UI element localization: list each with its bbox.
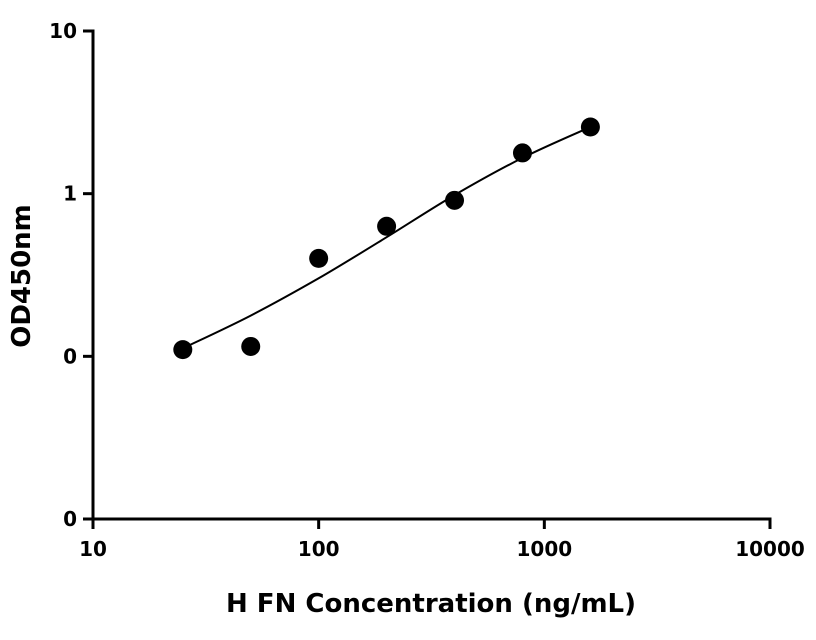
data-point [445, 190, 465, 210]
y-tick-label: 0 [63, 507, 77, 531]
y-tick-label: 10 [49, 19, 77, 43]
x-axis-ticks: 10 100 1000 10000 [79, 519, 805, 561]
x-axis-title: H FN Concentration (ng/mL) [226, 589, 636, 619]
x-tick-label: 1000 [516, 537, 572, 561]
data-point [580, 117, 600, 137]
data-point [377, 216, 397, 236]
data-point [173, 340, 193, 360]
y-axis-title: OD450nm [7, 204, 37, 348]
x-tick-label: 10000 [735, 537, 805, 561]
data-point [309, 248, 329, 268]
y-tick-label: 1 [63, 182, 77, 206]
x-tick-label: 10 [79, 537, 107, 561]
fit-curve [182, 126, 591, 350]
data-points [173, 117, 600, 360]
x-tick-label: 100 [298, 537, 340, 561]
data-point [512, 143, 532, 163]
data-point [241, 336, 261, 356]
y-tick-label: 0 [63, 344, 77, 368]
y-axis-ticks: 0 0 1 10 [49, 19, 93, 531]
